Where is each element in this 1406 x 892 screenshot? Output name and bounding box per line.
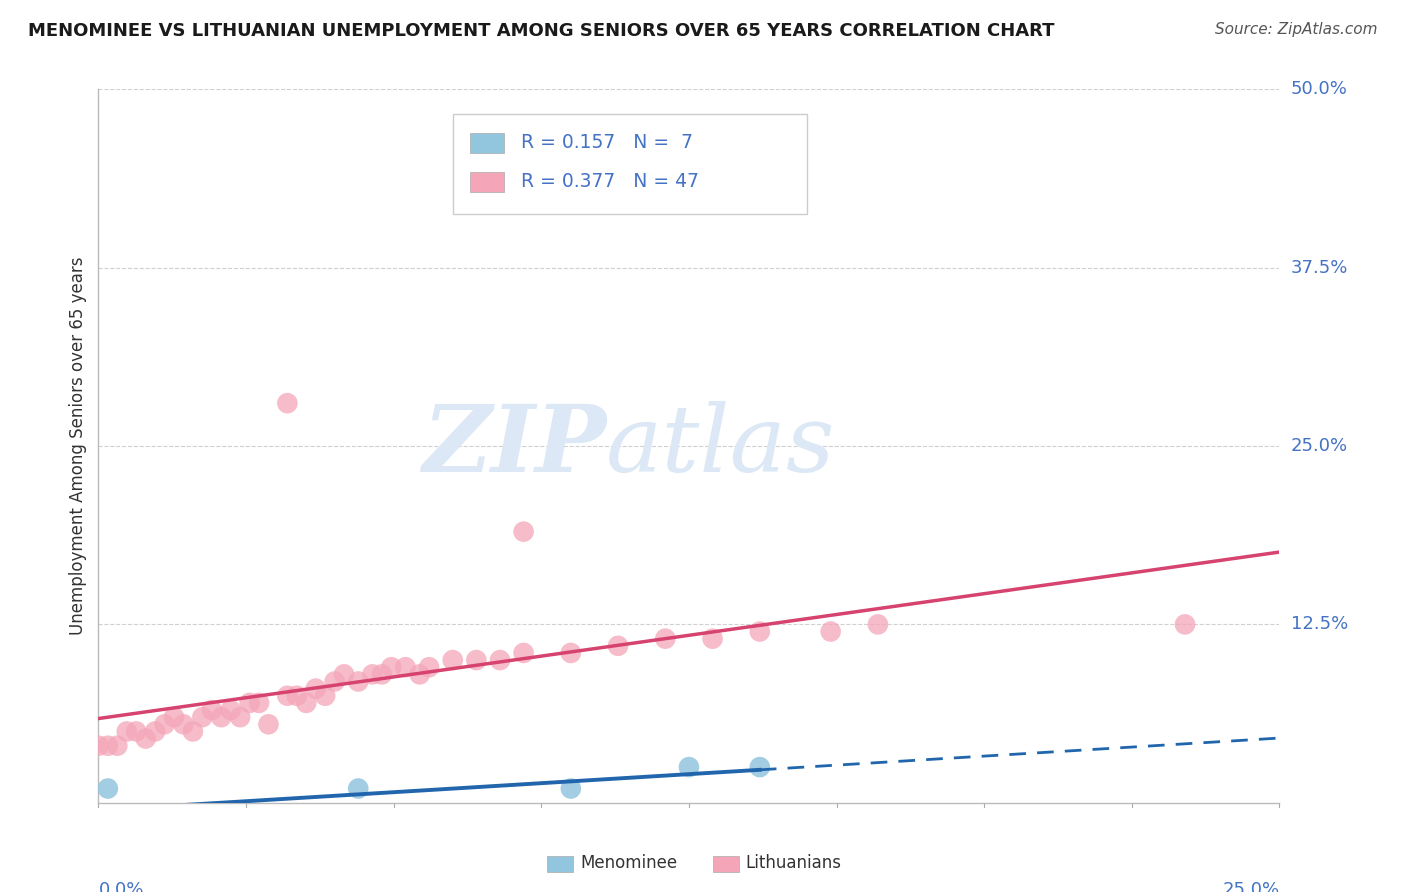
Point <box>276 810 298 824</box>
Point <box>361 667 384 681</box>
Point <box>305 681 328 696</box>
Text: Source: ZipAtlas.com: Source: ZipAtlas.com <box>1215 22 1378 37</box>
Point <box>1174 617 1197 632</box>
Text: 25.0%: 25.0% <box>1291 437 1348 455</box>
Text: ZIP: ZIP <box>422 401 606 491</box>
Point <box>347 781 370 796</box>
Text: 12.5%: 12.5% <box>1291 615 1348 633</box>
Text: 0.0%: 0.0% <box>98 881 143 892</box>
Point <box>418 660 440 674</box>
Point <box>97 739 120 753</box>
Point <box>125 724 148 739</box>
Point <box>219 703 242 717</box>
Point <box>295 696 318 710</box>
Point <box>239 696 262 710</box>
FancyBboxPatch shape <box>471 133 503 153</box>
Text: Menominee: Menominee <box>581 854 678 871</box>
Point <box>866 617 889 632</box>
Point <box>654 632 676 646</box>
Point <box>181 724 204 739</box>
Point <box>323 674 346 689</box>
Point <box>408 667 430 681</box>
Point <box>702 632 724 646</box>
Point <box>560 781 582 796</box>
Text: 50.0%: 50.0% <box>1291 80 1347 98</box>
Point <box>97 781 120 796</box>
Point <box>489 653 512 667</box>
FancyBboxPatch shape <box>471 172 503 192</box>
Point <box>347 674 370 689</box>
FancyBboxPatch shape <box>713 856 738 872</box>
Point <box>512 646 534 660</box>
Point <box>678 760 700 774</box>
Point <box>157 810 180 824</box>
Point <box>153 717 176 731</box>
Point <box>201 703 224 717</box>
Point <box>607 639 630 653</box>
Point <box>560 646 582 660</box>
Point <box>276 396 298 410</box>
Point <box>314 689 336 703</box>
Y-axis label: Unemployment Among Seniors over 65 years: Unemployment Among Seniors over 65 years <box>69 257 87 635</box>
Point <box>285 689 308 703</box>
Point <box>229 710 252 724</box>
Text: MENOMINEE VS LITHUANIAN UNEMPLOYMENT AMONG SENIORS OVER 65 YEARS CORRELATION CHA: MENOMINEE VS LITHUANIAN UNEMPLOYMENT AMO… <box>28 22 1054 40</box>
Point <box>143 724 166 739</box>
Point <box>371 667 394 681</box>
Point <box>380 660 402 674</box>
Text: R = 0.157   N =  7: R = 0.157 N = 7 <box>522 133 693 153</box>
Point <box>512 524 534 539</box>
Point <box>87 739 110 753</box>
Text: R = 0.377   N = 47: R = 0.377 N = 47 <box>522 172 699 192</box>
Point <box>333 667 356 681</box>
Text: 37.5%: 37.5% <box>1291 259 1348 277</box>
FancyBboxPatch shape <box>453 114 807 214</box>
Point <box>172 717 194 731</box>
Point <box>105 739 128 753</box>
Text: atlas: atlas <box>606 401 835 491</box>
Point <box>191 710 214 724</box>
Point <box>394 660 416 674</box>
Point <box>163 710 186 724</box>
Text: 25.0%: 25.0% <box>1222 881 1279 892</box>
Point <box>276 689 298 703</box>
Point <box>465 653 488 667</box>
Point <box>820 624 842 639</box>
Point <box>257 717 280 731</box>
Point <box>247 696 270 710</box>
Point <box>748 624 770 639</box>
Point <box>748 760 770 774</box>
Point <box>135 731 157 746</box>
Point <box>115 724 138 739</box>
Point <box>441 653 464 667</box>
Text: Lithuanians: Lithuanians <box>745 854 842 871</box>
FancyBboxPatch shape <box>547 856 574 872</box>
Point <box>209 710 232 724</box>
